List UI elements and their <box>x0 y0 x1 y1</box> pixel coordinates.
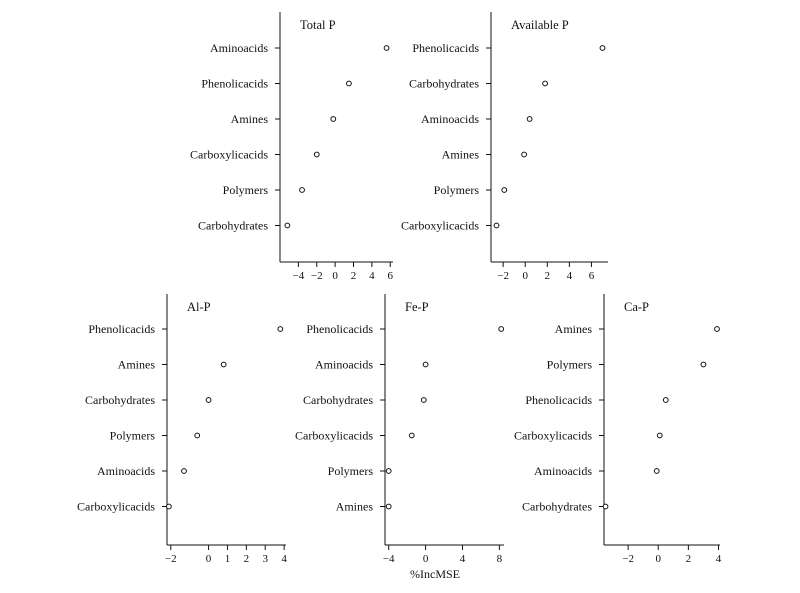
panel-title: Ca-P <box>624 300 649 314</box>
data-point-polymers <box>299 187 305 193</box>
panel-title: Fe-P <box>405 300 429 314</box>
data-point-aminoacids <box>422 361 429 368</box>
category-label-phenolicacids: Phenolicacids <box>201 77 268 91</box>
category-label-amines: Amines <box>555 322 593 336</box>
data-point-phenolicacids <box>346 80 352 87</box>
data-point-amines <box>385 503 392 510</box>
data-point-carboxylicacids <box>165 503 172 510</box>
x-tick-label: 1 <box>225 553 231 565</box>
data-point-phenolicacids <box>498 326 505 332</box>
category-label-aminoacids: Aminoacids <box>534 464 592 478</box>
data-point-amines <box>521 151 528 158</box>
x-tick-label: 6 <box>589 270 595 282</box>
panel-title: Al-P <box>187 300 211 314</box>
data-point-carboxylicacids <box>656 432 663 439</box>
data-point-aminoacids <box>526 116 533 122</box>
data-point-carbohydrates <box>284 222 291 229</box>
x-axis-label: %IncMSE <box>410 567 460 581</box>
category-label-carbohydrates: Carbohydrates <box>198 219 268 233</box>
x-tick-label: 0 <box>206 553 212 565</box>
data-point-carbohydrates <box>602 503 609 510</box>
category-label-carboxylicacids: Carboxylicacids <box>295 429 373 443</box>
category-label-phenolicacids: Phenolicacids <box>306 322 373 336</box>
x-tick-label: −2 <box>165 553 177 565</box>
x-tick-label: 4 <box>716 553 722 565</box>
panel-available-p: Available P Phenolicacids Carbohydrates Ami… <box>401 12 608 282</box>
data-point-polymers <box>700 361 707 368</box>
data-point-aminoacids <box>653 468 660 474</box>
x-tick-label: −2 <box>497 270 509 282</box>
category-label-polymers: Polymers <box>110 429 156 443</box>
x-tick-label: 6 <box>387 270 393 282</box>
data-point-phenolicacids <box>599 45 606 51</box>
category-label-carboxylicacids: Carboxylicacids <box>514 429 592 443</box>
category-label-aminoacids: Aminoacids <box>210 41 268 55</box>
x-tick-label: 0 <box>522 270 528 282</box>
category-label-carboxylicacids: Carboxylicacids <box>77 500 155 514</box>
x-tick-label: 2 <box>351 270 357 282</box>
category-label-aminoacids: Aminoacids <box>315 358 373 372</box>
x-tick-label: 4 <box>460 553 466 565</box>
category-label-polymers: Polymers <box>547 358 593 372</box>
x-tick-label: 0 <box>655 553 661 565</box>
category-label-carbohydrates: Carbohydrates <box>85 393 155 407</box>
category-label-aminoacids: Aminoacids <box>97 464 155 478</box>
data-point-carboxylicacids <box>313 151 320 158</box>
x-tick-label: 8 <box>497 553 503 565</box>
x-tick-label: 4 <box>281 553 287 565</box>
data-point-aminoacids <box>383 45 390 51</box>
data-point-amines <box>220 361 227 368</box>
category-label-carbohydrates: Carbohydrates <box>303 393 373 407</box>
category-label-carboxylicacids: Carboxylicacids <box>401 219 479 233</box>
data-point-amines <box>330 116 337 122</box>
data-point-aminoacids <box>181 468 187 474</box>
data-point-polymers <box>194 432 201 439</box>
data-point-carbohydrates <box>205 397 212 403</box>
category-label-amines: Amines <box>336 500 374 514</box>
panel-total-p: Total P Aminoacids Phenolicacids Amines Carb… <box>190 12 393 282</box>
data-point-phenolicacids <box>277 326 284 332</box>
x-tick-label: 0 <box>332 270 338 282</box>
panel-ca-p: Ca-P Amines Polymers Phenolicacids Carboxyli… <box>514 294 722 565</box>
data-point-carbohydrates <box>542 80 548 87</box>
category-label-phenolicacids: Phenolicacids <box>525 393 592 407</box>
x-tick-label: 3 <box>262 553 268 565</box>
category-label-polymers: Polymers <box>434 183 480 197</box>
x-tick-label: −4 <box>293 270 305 282</box>
x-tick-label: 4 <box>369 270 375 282</box>
category-label-amines: Amines <box>442 148 480 162</box>
data-point-carbohydrates <box>420 397 427 403</box>
data-point-polymers <box>501 187 508 193</box>
category-label-aminoacids: Aminoacids <box>421 112 479 126</box>
category-label-amines: Amines <box>231 112 269 126</box>
data-point-phenolicacids <box>662 397 669 403</box>
x-tick-label: −4 <box>383 553 395 565</box>
category-label-carbohydrates: Carbohydrates <box>522 500 592 514</box>
x-tick-label: 0 <box>423 553 429 565</box>
data-point-amines <box>714 326 720 332</box>
data-point-carboxylicacids <box>493 222 500 229</box>
category-label-amines: Amines <box>118 358 156 372</box>
category-label-polymers: Polymers <box>223 183 269 197</box>
x-tick-label: 2 <box>545 270 551 282</box>
x-tick-label: 2 <box>244 553 250 565</box>
x-tick-label: −2 <box>311 270 323 282</box>
category-label-carbohydrates: Carbohydrates <box>409 77 479 91</box>
x-tick-label: −2 <box>622 553 634 565</box>
x-tick-label: 4 <box>567 270 573 282</box>
category-label-carboxylicacids: Carboxylicacids <box>190 148 268 162</box>
panel-title: Available P <box>511 18 569 32</box>
category-label-phenolicacids: Phenolicacids <box>412 41 479 55</box>
panel-fe-p: Fe-P Phenolicacids Aminoacids Carbohydrates… <box>295 294 505 565</box>
x-tick-label: 2 <box>686 553 692 565</box>
panel-title: Total P <box>300 18 336 32</box>
data-point-carboxylicacids <box>408 432 415 439</box>
category-label-polymers: Polymers <box>328 464 374 478</box>
category-label-phenolicacids: Phenolicacids <box>88 322 155 336</box>
panel-al-p: Al-P Phenolicacids Amines Carbohydrates Poly… <box>77 294 287 565</box>
data-point-polymers <box>385 468 392 474</box>
